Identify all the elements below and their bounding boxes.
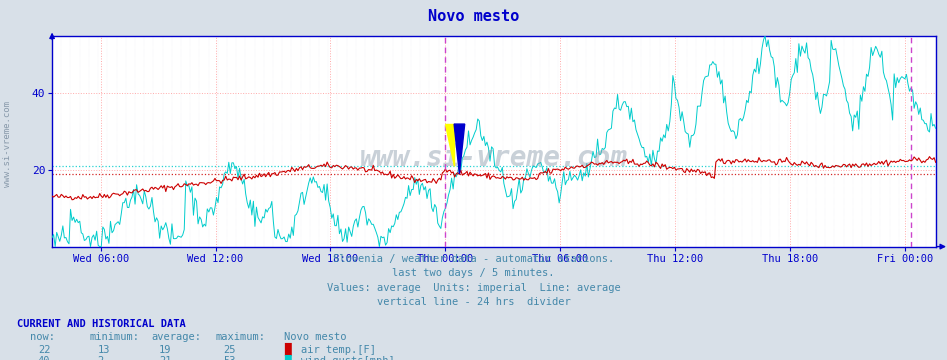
Text: air temp.[F]: air temp.[F]: [301, 345, 376, 355]
Text: average:: average:: [152, 332, 202, 342]
Text: now:: now:: [30, 332, 55, 342]
Text: 13: 13: [98, 345, 110, 355]
Text: wind gusts[mph]: wind gusts[mph]: [301, 356, 395, 360]
Text: Slovenia / weather data - automatic stations.: Slovenia / weather data - automatic stat…: [333, 254, 614, 264]
Text: www.si-vreme.com: www.si-vreme.com: [3, 101, 12, 187]
Text: 22: 22: [38, 345, 50, 355]
Text: vertical line - 24 hrs  divider: vertical line - 24 hrs divider: [377, 297, 570, 307]
Text: 53: 53: [223, 356, 236, 360]
Text: █: █: [284, 343, 291, 356]
Text: 25: 25: [223, 345, 236, 355]
Text: █: █: [284, 355, 291, 360]
Text: Novo mesto: Novo mesto: [284, 332, 347, 342]
Polygon shape: [455, 124, 465, 174]
Text: Values: average  Units: imperial  Line: average: Values: average Units: imperial Line: av…: [327, 283, 620, 293]
Text: www.si-vreme.com: www.si-vreme.com: [360, 144, 628, 172]
Polygon shape: [445, 124, 455, 166]
Text: 21: 21: [159, 356, 171, 360]
Text: minimum:: minimum:: [90, 332, 140, 342]
Text: maximum:: maximum:: [216, 332, 266, 342]
Text: last two days / 5 minutes.: last two days / 5 minutes.: [392, 268, 555, 278]
Text: 40: 40: [38, 356, 50, 360]
Text: Novo mesto: Novo mesto: [428, 9, 519, 24]
Text: 2: 2: [98, 356, 104, 360]
Text: 19: 19: [159, 345, 171, 355]
Text: CURRENT AND HISTORICAL DATA: CURRENT AND HISTORICAL DATA: [17, 319, 186, 329]
